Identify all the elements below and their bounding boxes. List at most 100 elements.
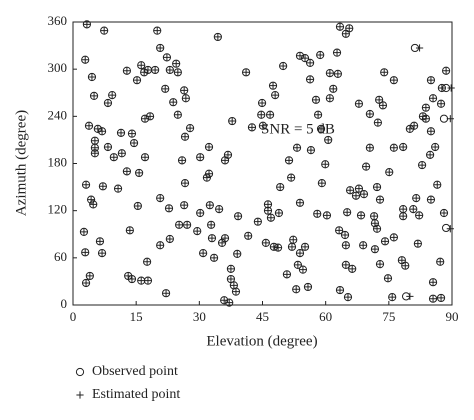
plot-frame (72, 21, 453, 306)
estimated-point (123, 167, 131, 175)
estimated-point (90, 92, 98, 100)
estimated-point (360, 190, 368, 198)
estimated-point (181, 179, 189, 187)
estimated-point (343, 208, 351, 216)
estimated-point (91, 137, 99, 145)
estimated-point (287, 174, 295, 182)
estimated-point (81, 56, 89, 64)
estimated-point (144, 277, 152, 285)
estimated-point (126, 226, 134, 234)
legend-text: Observed point (92, 364, 178, 379)
y-axis-title: Azimuth (degree) (13, 110, 29, 216)
estimated-point (181, 133, 189, 141)
estimated-point (174, 68, 182, 76)
estimated-point (166, 235, 174, 243)
x-axis-title: Elevation (degree) (206, 333, 317, 349)
estimated-point (415, 44, 424, 52)
estimated-point (288, 243, 296, 251)
estimated-point (123, 67, 131, 75)
estimated-point (352, 192, 360, 200)
estimated-point (110, 153, 118, 161)
observed-point (442, 223, 451, 233)
estimated-point (306, 59, 314, 67)
estimated-point (314, 111, 322, 119)
estimated-point (225, 299, 233, 307)
estimated-point (221, 156, 229, 164)
observed-point (439, 114, 449, 123)
estimated-point (96, 237, 104, 245)
estimated-point (342, 241, 350, 249)
estimated-point (406, 125, 414, 133)
estimated-point (104, 143, 112, 151)
x-tick-label: 60 (319, 309, 332, 324)
estimated-point (180, 201, 188, 209)
estimated-point (342, 30, 350, 38)
estimated-point (81, 248, 89, 256)
estimated-point (333, 49, 341, 57)
estimated-point (346, 186, 354, 194)
estimated-point (144, 66, 152, 74)
estimated-point (156, 194, 164, 202)
estimated-point (143, 258, 151, 266)
estimated-point (326, 69, 334, 77)
estimated-point (234, 212, 242, 220)
estimated-point (244, 232, 252, 240)
estimated-point (104, 99, 112, 107)
estimated-point (296, 199, 304, 207)
estimated-point (274, 244, 282, 252)
y-tick-label: 180 (48, 154, 68, 169)
estimated-point (232, 288, 240, 296)
estimated-point (227, 265, 235, 273)
estimated-point (304, 283, 312, 291)
estimated-point (259, 122, 267, 130)
estimated-point (135, 169, 143, 177)
estimated-point (318, 179, 326, 187)
estimated-point (156, 241, 164, 249)
estimated-point (336, 23, 344, 31)
estimated-point (264, 200, 272, 208)
estimated-point (183, 221, 191, 229)
estimated-point (355, 100, 363, 108)
estimated-point (415, 211, 423, 219)
estimated-point (172, 60, 180, 68)
estimated-point (412, 194, 420, 202)
estimated-point (427, 127, 435, 135)
estimated-point (87, 196, 95, 204)
estimated-point (128, 275, 136, 283)
estimated-point (321, 160, 329, 168)
estimated-point (313, 210, 321, 218)
x-tick-label: 30 (193, 309, 206, 324)
estimated-point (137, 61, 145, 69)
estimated-point (345, 24, 353, 32)
estimated-point (162, 289, 170, 297)
estimated-point (248, 123, 256, 131)
x-tick-label: 90 (446, 309, 459, 324)
estimated-point (166, 66, 174, 74)
estimated-point (306, 75, 314, 83)
estimated-point (258, 99, 266, 107)
estimated-point (422, 104, 430, 112)
estimated-point (371, 219, 379, 227)
estimated-point (385, 168, 393, 176)
estimated-point (283, 270, 291, 278)
estimated-point (429, 295, 437, 303)
estimated-point (130, 139, 138, 147)
estimated-point (117, 129, 125, 137)
estimated-point (262, 239, 270, 247)
estimated-point (257, 111, 265, 119)
estimated-point (151, 66, 159, 74)
estimated-point (326, 94, 334, 102)
estimated-point (294, 261, 302, 269)
estimated-point (114, 185, 122, 193)
estimated-point (156, 44, 164, 52)
y-tick-label: 240 (48, 107, 68, 122)
estimated-point (207, 221, 215, 229)
estimated-point (406, 292, 414, 300)
estimated-point (374, 119, 382, 127)
y-tick-label: 120 (48, 202, 68, 217)
estimated-point (269, 82, 277, 90)
annotation: SNR = 5 dB (261, 121, 335, 137)
estimated-point (98, 249, 106, 257)
estimated-point (180, 86, 188, 94)
estimated-point (196, 209, 204, 217)
